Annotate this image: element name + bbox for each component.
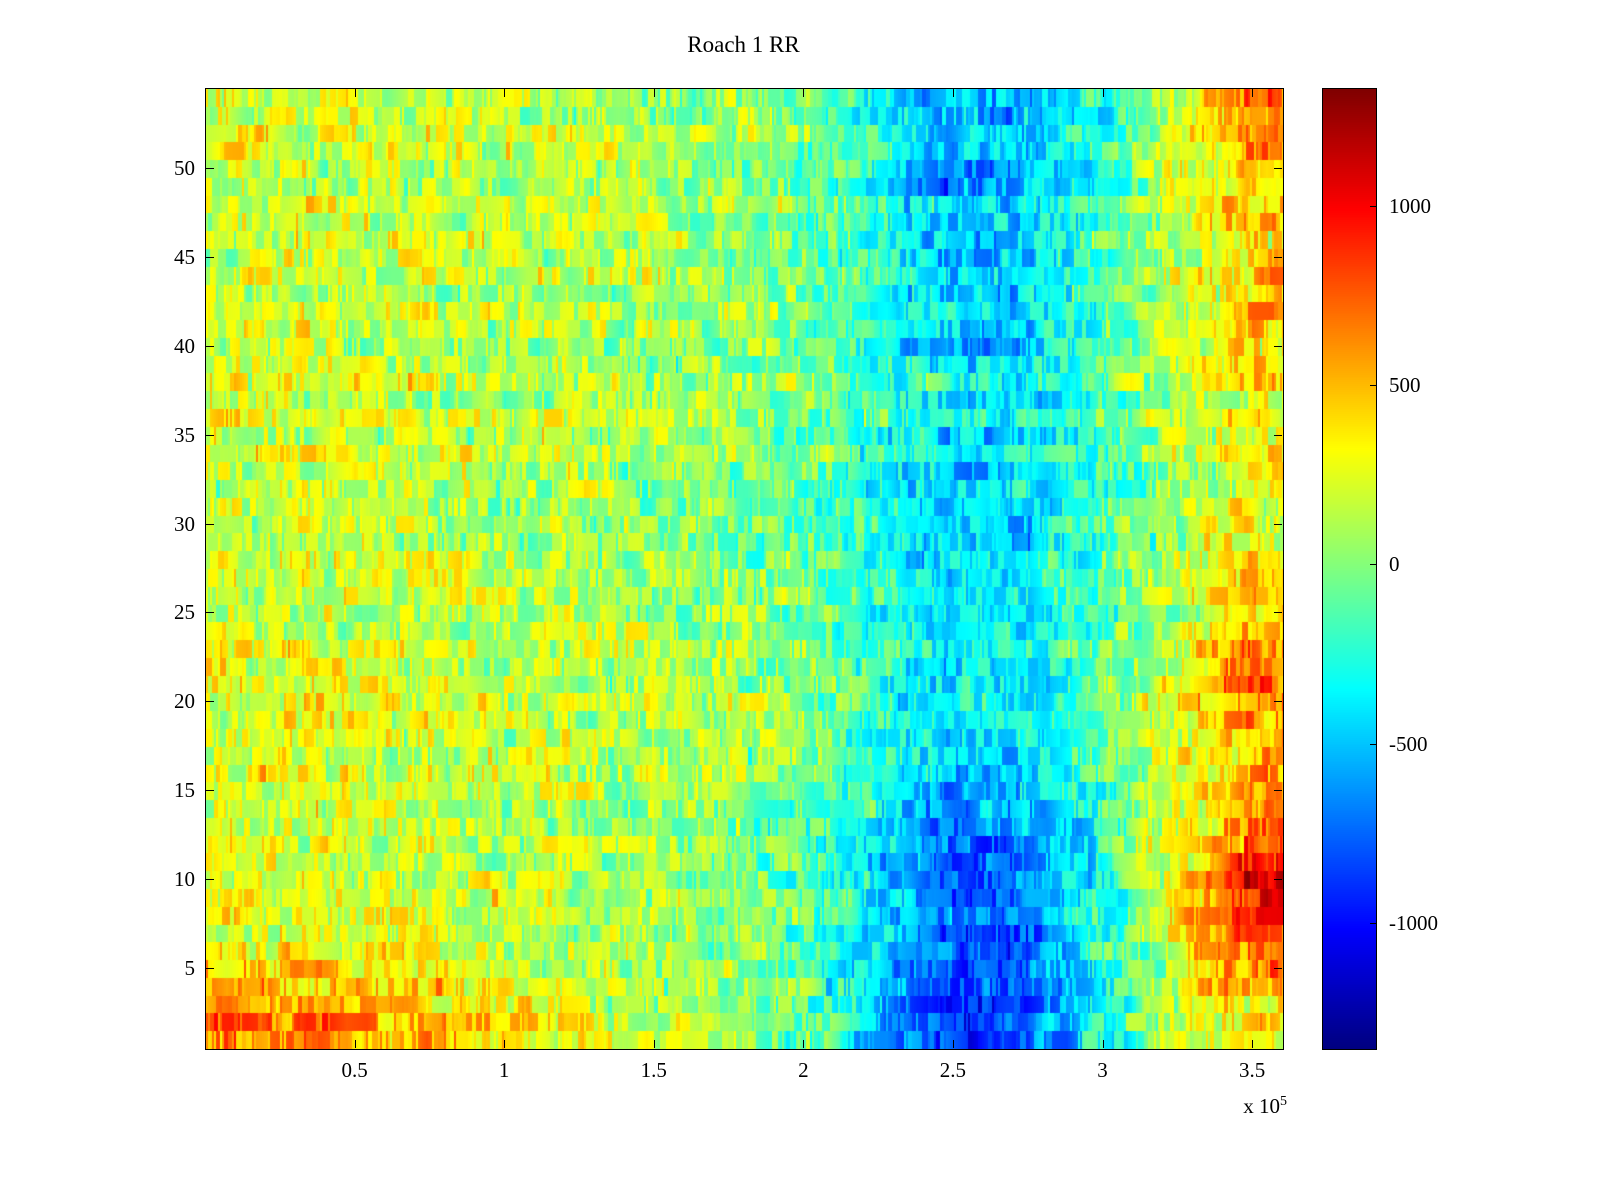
x-tick-mark	[1102, 1040, 1104, 1048]
y-tick-mark	[206, 879, 214, 881]
colorbar-tick-mark	[1370, 743, 1376, 745]
colorbar-tick-mark	[1370, 922, 1376, 924]
y-tick-mark-right	[1274, 879, 1282, 881]
x-tick-mark	[354, 1040, 356, 1048]
x-axis-exponent-power: 5	[1280, 1094, 1287, 1109]
y-tick-label: 45	[174, 244, 195, 269]
x-tick-label: 1.5	[640, 1058, 667, 1082]
colorbar-canvas	[1323, 89, 1376, 1049]
y-tick-mark-right	[1274, 168, 1282, 169]
x-tick-mark	[504, 1040, 506, 1048]
x-tick-mark-top	[504, 89, 506, 97]
y-tick-mark-right	[1274, 256, 1282, 258]
colorbar-tick-label: 500	[1389, 373, 1421, 398]
colorbar-tick-mark	[1370, 564, 1376, 566]
colorbar-tick-label: -500	[1389, 731, 1428, 756]
colorbar-tick-mark	[1370, 385, 1376, 387]
y-tick-label: 20	[174, 689, 195, 714]
x-tick-label: 2.5	[939, 1058, 967, 1082]
y-tick-mark	[206, 612, 214, 614]
x-tick-mark-top	[1252, 89, 1254, 97]
y-tick-mark-right	[1274, 790, 1282, 792]
y-tick-label: 25	[174, 600, 195, 625]
y-tick-mark-right	[1274, 701, 1282, 703]
y-tick-mark-right	[1274, 612, 1282, 614]
y-tick-mark	[206, 256, 214, 258]
x-tick-mark-top	[1102, 89, 1104, 97]
x-tick-mark	[952, 1040, 954, 1048]
colorbar	[1322, 88, 1377, 1050]
plot-area	[205, 88, 1284, 1050]
x-tick-mark-top	[653, 89, 655, 97]
x-tick-mark-top	[803, 89, 805, 97]
y-tick-mark-right	[1274, 968, 1282, 969]
y-tick-mark	[206, 345, 214, 347]
y-tick-label: 30	[174, 511, 195, 536]
colorbar-tick-label: 1000	[1389, 194, 1431, 219]
x-tick-label: 2	[798, 1058, 809, 1082]
y-tick-mark	[206, 968, 214, 969]
y-tick-mark	[206, 790, 214, 792]
colorbar-tick-mark	[1370, 206, 1376, 208]
y-tick-mark	[206, 434, 214, 436]
colorbar-tick-label: 0	[1389, 552, 1400, 577]
x-tick-mark-top	[952, 89, 954, 97]
y-tick-mark	[206, 168, 214, 169]
x-tick-label: 3.5	[1238, 1058, 1266, 1082]
x-axis-exponent-base: x 10	[1243, 1094, 1280, 1118]
x-tick-label: 0.5	[341, 1058, 368, 1082]
x-tick-label: 3	[1097, 1058, 1108, 1082]
heatmap-canvas	[206, 89, 1283, 1049]
y-tick-mark	[206, 701, 214, 703]
y-tick-label: 5	[184, 956, 196, 980]
colorbar-tick-label: -1000	[1389, 910, 1438, 935]
y-tick-mark-right	[1274, 523, 1282, 525]
x-tick-mark	[653, 1040, 655, 1048]
x-axis-exponent-label: x 105	[1162, 1094, 1287, 1119]
y-tick-label: 15	[174, 778, 195, 803]
y-tick-label: 10	[174, 867, 195, 892]
y-tick-label: 50	[174, 156, 195, 180]
x-tick-mark-top	[354, 89, 356, 97]
chart-title: Roach 1 RR	[687, 32, 800, 57]
y-tick-label: 40	[174, 333, 195, 358]
x-tick-label: 1	[498, 1058, 510, 1082]
y-tick-mark-right	[1274, 434, 1282, 436]
y-tick-mark-right	[1274, 345, 1282, 347]
x-tick-mark	[803, 1040, 805, 1048]
y-tick-mark	[206, 523, 214, 525]
y-tick-label: 35	[174, 422, 195, 447]
x-tick-mark	[1252, 1040, 1254, 1048]
